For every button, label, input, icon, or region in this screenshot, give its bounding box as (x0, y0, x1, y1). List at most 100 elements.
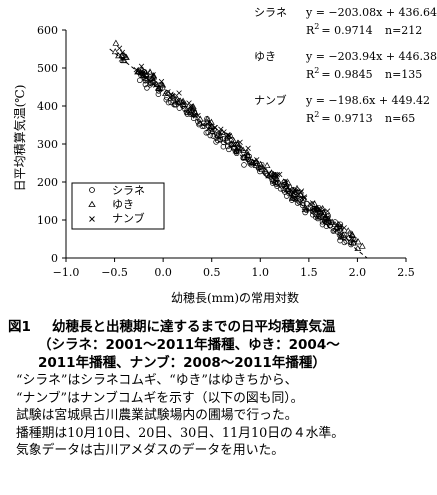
annotation-yuki: ゆき y = −203.94x + 446.38 R2 = 0.9845 n=13… (254, 50, 437, 81)
note-line-4: 播種期は10月10日、20日、30日、11月10日の４水準。 (16, 425, 345, 441)
point-shirane (341, 239, 348, 246)
point-yuki (146, 68, 154, 75)
point-yuki (335, 220, 343, 228)
x-tick-label: 2.0 (349, 266, 367, 279)
x-tick-label: −1.0 (53, 266, 80, 279)
point-nanbu (224, 132, 231, 138)
point-yuki (242, 154, 250, 161)
point-nanbu (150, 72, 156, 78)
legend-label-shirane: シラネ (112, 184, 145, 197)
series-name-shirane: シラネ (254, 6, 287, 19)
point-yuki (258, 165, 266, 173)
point-yuki (348, 231, 356, 238)
x-tick-label: 1.5 (300, 266, 318, 279)
point-yuki (350, 239, 357, 246)
point-yuki (249, 158, 256, 165)
point-nanbu (144, 74, 150, 81)
point-yuki (244, 151, 251, 158)
point-yuki (340, 231, 347, 238)
point-yuki (148, 74, 156, 81)
point-nanbu (337, 223, 343, 229)
point-shirane (168, 99, 174, 106)
point-nanbu (138, 63, 145, 69)
point-nanbu (293, 188, 299, 195)
point-yuki (112, 39, 120, 46)
point-nanbu (298, 189, 304, 195)
legend-label-nanbu: ナンブ (112, 211, 145, 225)
point-yuki (354, 238, 362, 245)
point-yuki (301, 203, 309, 210)
note-line-2: “ナンブ”はナンブコムギを示す（以下の図も同）。 (16, 390, 304, 406)
point-nanbu (207, 123, 213, 130)
point-yuki (270, 170, 277, 177)
point-nanbu (307, 200, 313, 207)
series-name-yuki: ゆき (254, 50, 276, 63)
point-shirane (210, 133, 217, 139)
legend-box (71, 182, 165, 230)
point-yuki (169, 92, 176, 99)
y-tick-label: 500 (37, 62, 58, 75)
point-yuki (196, 115, 204, 122)
point-shirane (227, 133, 233, 140)
point-nanbu (119, 49, 126, 56)
point-yuki (325, 215, 332, 222)
point-yuki (196, 119, 204, 126)
point-nanbu (145, 70, 151, 76)
axes (62, 29, 407, 262)
point-shirane (220, 136, 226, 142)
point-nanbu (299, 195, 305, 201)
x-tick-label: 0.5 (203, 266, 221, 279)
point-yuki (138, 66, 146, 73)
point-yuki (203, 115, 211, 122)
point-nanbu (277, 171, 283, 178)
point-yuki (179, 101, 187, 108)
point-yuki (275, 179, 283, 186)
point-yuki (258, 162, 266, 169)
point-nanbu (206, 119, 213, 125)
figure-title-line1: 幼穂長と出穂期に達するまでの日平均積算気温 (52, 319, 336, 335)
point-yuki (208, 127, 216, 134)
point-nanbu (292, 187, 298, 193)
equation-nanbu: y = −198.6x + 449.42 (305, 94, 430, 107)
note-line-1: “シラネ”はシラネコムギ、“ゆき”はゆきちから、 (16, 373, 298, 388)
point-shirane (348, 241, 354, 248)
legend-marker-yuki (88, 200, 96, 207)
point-nanbu (254, 157, 260, 163)
point-yuki (154, 84, 162, 91)
point-nanbu (315, 206, 321, 212)
point-shirane (225, 139, 231, 145)
point-nanbu (301, 195, 308, 201)
point-nanbu (230, 141, 237, 148)
point-yuki (265, 172, 273, 179)
series-nanbu (116, 45, 347, 231)
point-nanbu (212, 124, 218, 131)
legend-label-yuki: ゆき (112, 198, 134, 211)
point-nanbu (225, 132, 231, 138)
x-tick-label: 0.0 (154, 266, 172, 279)
point-nanbu (116, 45, 123, 51)
point-yuki (252, 161, 260, 168)
point-yuki (234, 143, 242, 150)
point-yuki (216, 131, 224, 138)
point-yuki (358, 242, 366, 249)
point-nanbu (139, 72, 145, 78)
point-yuki (261, 167, 269, 174)
point-yuki (189, 103, 197, 110)
x-tick-label: −0.5 (101, 266, 128, 279)
point-shirane (155, 91, 162, 97)
point-yuki (282, 183, 290, 190)
point-shirane (147, 82, 153, 88)
y-tick-label: 100 (37, 214, 58, 227)
figure-title: 図1 幼穂長と出穂期に達するまでの日平均積算気温 (8, 318, 433, 336)
y-tick-label: 200 (37, 176, 58, 189)
n-yuki: n=135 (385, 68, 422, 81)
y-tick-label: 400 (37, 100, 58, 113)
point-yuki (111, 48, 119, 55)
point-yuki (192, 109, 199, 116)
r2-label-nanbu: R2 = 0.9713 (306, 110, 373, 125)
point-nanbu (274, 172, 281, 178)
point-yuki (174, 98, 182, 105)
point-shirane (300, 200, 306, 206)
point-nanbu (341, 225, 347, 231)
annotation-nanbu: ナンブ y = −198.6x + 449.42 R2 = 0.9713 n=65 (254, 93, 430, 125)
